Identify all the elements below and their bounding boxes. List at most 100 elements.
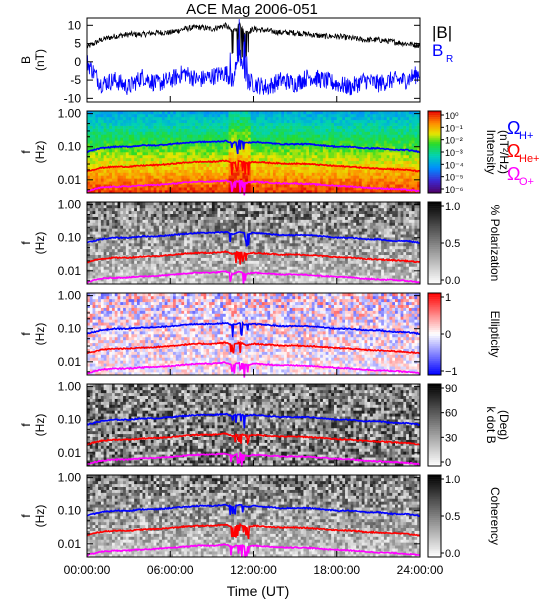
gyro-legend-subscript: He+ — [519, 153, 540, 165]
gyro-line-o — [86, 270, 421, 285]
y-tick-label: -10 — [64, 91, 82, 105]
mag-yunit: (nT) — [33, 49, 47, 71]
colorbar-intensity — [428, 111, 441, 194]
colorbar-unit: (Deg) — [497, 410, 511, 440]
y-tick-label: 0.01 — [58, 446, 82, 460]
gyro-line-he — [86, 250, 421, 265]
y-tick-label: 0 — [74, 55, 81, 69]
panel-ylabel-group: f (Hz) — [19, 141, 47, 164]
colorbar-ellipticity — [428, 293, 441, 376]
colorbar-title: Intensity — [484, 130, 498, 175]
colorbar-title-group: Coherency — [488, 487, 502, 545]
colorbar-frame — [427, 383, 442, 467]
y-tick-label: 0.10 — [58, 140, 82, 154]
series-line-b-total — [86, 22, 421, 61]
panel-ylabel: f — [19, 241, 33, 245]
y-tick-label: 0.01 — [58, 173, 82, 187]
colorbar-title-group: Intensity (nT²/Hz) — [484, 130, 511, 175]
panel-ylabel-group: f (Hz) — [19, 232, 47, 255]
gyro-line-he — [86, 432, 421, 446]
gyro-line-h — [86, 320, 421, 338]
y-tick-label: 1.00 — [58, 198, 82, 212]
colorbar-tick-label: 60 — [445, 408, 457, 420]
y-tick-label: 10 — [68, 18, 82, 32]
panel-ylabel-group: f (Hz) — [19, 505, 47, 528]
colorbar-tick-label: 10⁻¹ — [445, 123, 463, 133]
x-tick-label: 24:00:00 — [397, 563, 444, 577]
colorbar-tick-label: 10⁻⁴ — [445, 160, 464, 170]
colorbar-polarization — [428, 202, 441, 285]
colorbar-tick-label: 10⁰ — [445, 111, 459, 121]
gyro-line-he — [86, 159, 421, 176]
x-tick-label: 18:00:00 — [313, 563, 360, 577]
panel-yunit: (Hz) — [33, 323, 47, 346]
gyro-legend-symbol: Ω — [507, 118, 520, 138]
mag-panel-bg — [87, 18, 420, 102]
colorbar-tick-label: 0 — [445, 457, 451, 469]
panel-ylabel-group: f (Hz) — [19, 414, 47, 437]
colorbar-title: Ellipticity — [488, 311, 502, 358]
gyro-line-o — [86, 451, 421, 467]
gyro-line-h — [86, 138, 421, 155]
spectrogram-ellipticity — [87, 293, 421, 376]
y-tick-label: 0.01 — [58, 355, 82, 369]
colorbar-tick-label: 1.0 — [445, 201, 460, 213]
colorbar-tick-label: 0.5 — [445, 238, 460, 250]
colorbar-title: k dot B — [484, 406, 498, 443]
mag-ylabel: B — [19, 56, 33, 64]
colorbar-tick-label: 10⁻⁶ — [445, 185, 464, 195]
y-tick-label: 0.10 — [58, 231, 82, 245]
gyro-line-o — [86, 543, 421, 558]
panel-ylabel: f — [19, 150, 33, 154]
colorbar-title-group: % Polarization — [488, 205, 502, 282]
gyro-legend-symbol: Ω — [507, 141, 520, 161]
spectrogram-polarization — [87, 202, 421, 285]
figure-title: ACE Mag 2006-051 — [186, 1, 318, 18]
y-tick-label: 1.00 — [58, 289, 82, 303]
y-tick-label: 1.00 — [58, 471, 82, 485]
legend-b-radial-sub: R — [446, 54, 453, 65]
panel-yunit: (Hz) — [33, 141, 47, 164]
spectrogram-coherency — [87, 475, 421, 558]
x-tick-label: 12:00:00 — [230, 563, 277, 577]
gyro-line-h — [86, 412, 421, 429]
colorbar-title-group: k dot B (Deg) — [484, 406, 511, 443]
gyro-line-he — [86, 522, 421, 540]
panel-yunit: (Hz) — [33, 505, 47, 528]
colorbar-tick-label: 90 — [445, 383, 457, 395]
spectrogram-intensity — [87, 111, 421, 194]
mag-ylabel-group: B (nT) — [19, 49, 47, 71]
colorbar-title-group: Ellipticity — [488, 311, 502, 358]
colorbar-tick-label: 10⁻⁵ — [445, 173, 464, 183]
colorbar-tick-label: 1.0 — [445, 474, 460, 486]
x-tick-label: 06:00:00 — [147, 563, 194, 577]
colorbar-tick-label: 0.0 — [445, 548, 460, 560]
gyro-legend-subscript: H+ — [519, 130, 533, 142]
colorbar-unit: (nT²/Hz) — [497, 130, 511, 174]
legend-b-total: |B| — [432, 23, 452, 42]
colorbar-tick-label: 0.5 — [445, 511, 460, 523]
x-axis-title: Time (UT) — [227, 583, 289, 599]
colorbar-title: Coherency — [488, 487, 502, 545]
colorbar-coherency — [428, 475, 441, 558]
colorbar-tick-label: 1 — [445, 292, 451, 304]
y-tick-label: -5 — [70, 73, 81, 87]
gyro-line-o — [86, 179, 421, 196]
gyro-legend-subscript: O+ — [519, 176, 534, 188]
y-tick-label: 1.00 — [58, 380, 82, 394]
panel-ylabel: f — [19, 423, 33, 427]
y-tick-label: 0.01 — [58, 537, 82, 551]
panel-ylabel-group: f (Hz) — [19, 323, 47, 346]
gyro-line-h — [86, 503, 421, 517]
panel-ylabel: f — [19, 514, 33, 518]
y-tick-label: 0.10 — [58, 322, 82, 336]
colorbar-tick-label: 0 — [445, 329, 451, 341]
series-line-b-radial — [86, 19, 421, 96]
y-tick-label: 0.01 — [58, 264, 82, 278]
colorbar-tick-label: 10⁻² — [445, 136, 463, 146]
panel-yunit: (Hz) — [33, 232, 47, 255]
x-tick-label: 00:00:00 — [64, 563, 111, 577]
colorbar-tick-label: 10⁻³ — [445, 148, 463, 158]
